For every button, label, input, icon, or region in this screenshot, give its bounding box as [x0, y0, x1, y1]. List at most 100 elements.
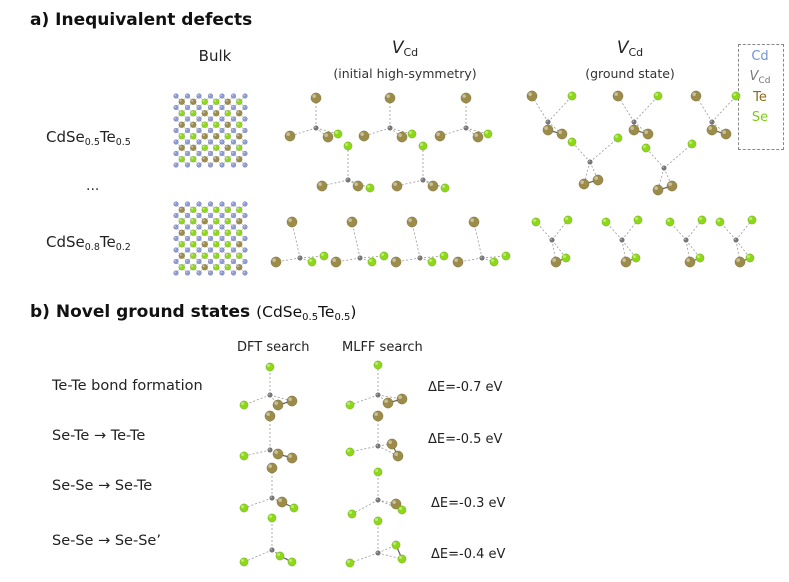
se-atom-highlight	[214, 145, 217, 148]
te-atom-body	[706, 124, 718, 136]
se-atom-highlight	[237, 99, 240, 102]
se-atom-highlight	[349, 511, 352, 514]
te-atom-body	[578, 178, 590, 190]
vacancy-subscript: Cd	[628, 46, 644, 59]
se-atom-body	[379, 251, 389, 261]
te-atom-body	[310, 92, 322, 104]
te-atom-highlight	[692, 92, 696, 96]
initial-column-header: VCd	[320, 38, 490, 59]
cd-atom	[207, 235, 214, 242]
se-atom	[365, 183, 375, 193]
vacancy-bond	[547, 121, 563, 135]
vacancy-bond	[645, 147, 665, 169]
se-atom	[563, 215, 573, 225]
se-atom-highlight	[375, 469, 378, 472]
cd-atom-highlight	[208, 213, 211, 216]
cd-atom-highlight	[243, 117, 245, 119]
te-atom-body	[286, 216, 298, 228]
vacancy-site-body	[479, 255, 485, 261]
vacancy-site-body	[631, 119, 637, 125]
panel-b-formula: (CdSe0.5Te0.5)	[256, 303, 356, 323]
te-atom	[556, 128, 568, 140]
se-atom-body	[236, 229, 243, 236]
te-atom	[213, 133, 220, 140]
cd-atom-body	[230, 258, 237, 265]
cd-atom	[184, 224, 191, 230]
te-atom	[386, 438, 398, 450]
cd-atom-body	[230, 93, 237, 99]
te-atom-highlight	[286, 132, 290, 136]
vacancy-site-body	[267, 447, 273, 453]
se-atom-highlight	[179, 157, 182, 160]
ellipsis: ...	[86, 178, 100, 194]
te-atom	[224, 121, 231, 128]
te-atom-highlight	[266, 412, 270, 416]
vacancy-bond	[439, 127, 467, 137]
legend-te: Te	[753, 90, 767, 105]
cd-atom	[196, 127, 202, 134]
se-atom	[267, 513, 277, 523]
vacancy-site-highlight	[268, 448, 270, 450]
cd-atom-highlight	[231, 151, 234, 154]
se-atom-body	[236, 252, 243, 259]
cd-atom	[207, 139, 214, 145]
se-atom-body	[224, 264, 231, 271]
te-atom-highlight	[398, 133, 402, 137]
se-atom-highlight	[569, 139, 573, 142]
se-atom-highlight	[441, 253, 444, 256]
vacancy-site	[345, 177, 351, 183]
se-atom-body	[190, 218, 197, 225]
se-atom-highlight	[321, 253, 324, 256]
vacancy-site	[463, 125, 469, 131]
te-atom-body	[472, 131, 484, 143]
se-atom-highlight	[399, 507, 402, 510]
cd-atom-highlight	[174, 202, 176, 204]
cd-atom-highlight	[231, 163, 234, 165]
cd-atom-body	[230, 224, 237, 230]
te-atom	[620, 256, 632, 268]
te-atom-body	[392, 450, 404, 462]
cd-atom	[207, 93, 214, 99]
se-atom-highlight	[603, 219, 607, 222]
vacancy-site	[420, 177, 426, 183]
vacancy-site	[709, 119, 715, 125]
te-atom-highlight	[332, 258, 336, 262]
te-atom-body	[620, 256, 632, 268]
te-atom	[213, 110, 220, 117]
formula-sub2: 0.5	[334, 312, 351, 323]
cd-atom-highlight	[243, 151, 245, 154]
se-atom-highlight	[191, 134, 194, 137]
se-atom	[567, 137, 577, 147]
te-atom-body	[224, 98, 231, 105]
cd-atom-highlight	[231, 225, 234, 227]
se-atom	[178, 218, 185, 225]
se-atom-highlight	[225, 253, 228, 256]
se-atom-highlight	[485, 131, 488, 134]
vacancy-site	[297, 255, 303, 261]
formula-prefix: CdSe	[46, 233, 85, 251]
cd-atom-highlight	[174, 236, 176, 239]
cd-atom-body	[173, 93, 179, 99]
te-atom-highlight	[528, 92, 532, 96]
se-atom-body	[213, 252, 220, 259]
cd-atom-body	[207, 162, 214, 168]
te-atom	[236, 241, 243, 248]
se-atom-highlight	[225, 230, 228, 233]
cd-atom-highlight	[231, 236, 234, 239]
cd-atom	[173, 201, 179, 207]
legend-cd: Cd	[751, 49, 769, 64]
se-atom	[201, 98, 208, 105]
cd-atom-body	[207, 235, 214, 242]
se-atom-body	[695, 253, 705, 263]
cd-atom	[207, 162, 214, 168]
te-atom-body	[201, 110, 208, 117]
se-atom-body	[178, 156, 185, 163]
te-atom-highlight	[429, 182, 433, 186]
te-atom-body	[270, 256, 282, 268]
cd-atom-highlight	[197, 128, 199, 131]
te-atom-body	[468, 216, 480, 228]
te-atom-body	[213, 156, 220, 163]
cd-atom	[196, 93, 202, 99]
vacancy-bond	[363, 127, 391, 137]
cd-atom	[184, 104, 191, 111]
